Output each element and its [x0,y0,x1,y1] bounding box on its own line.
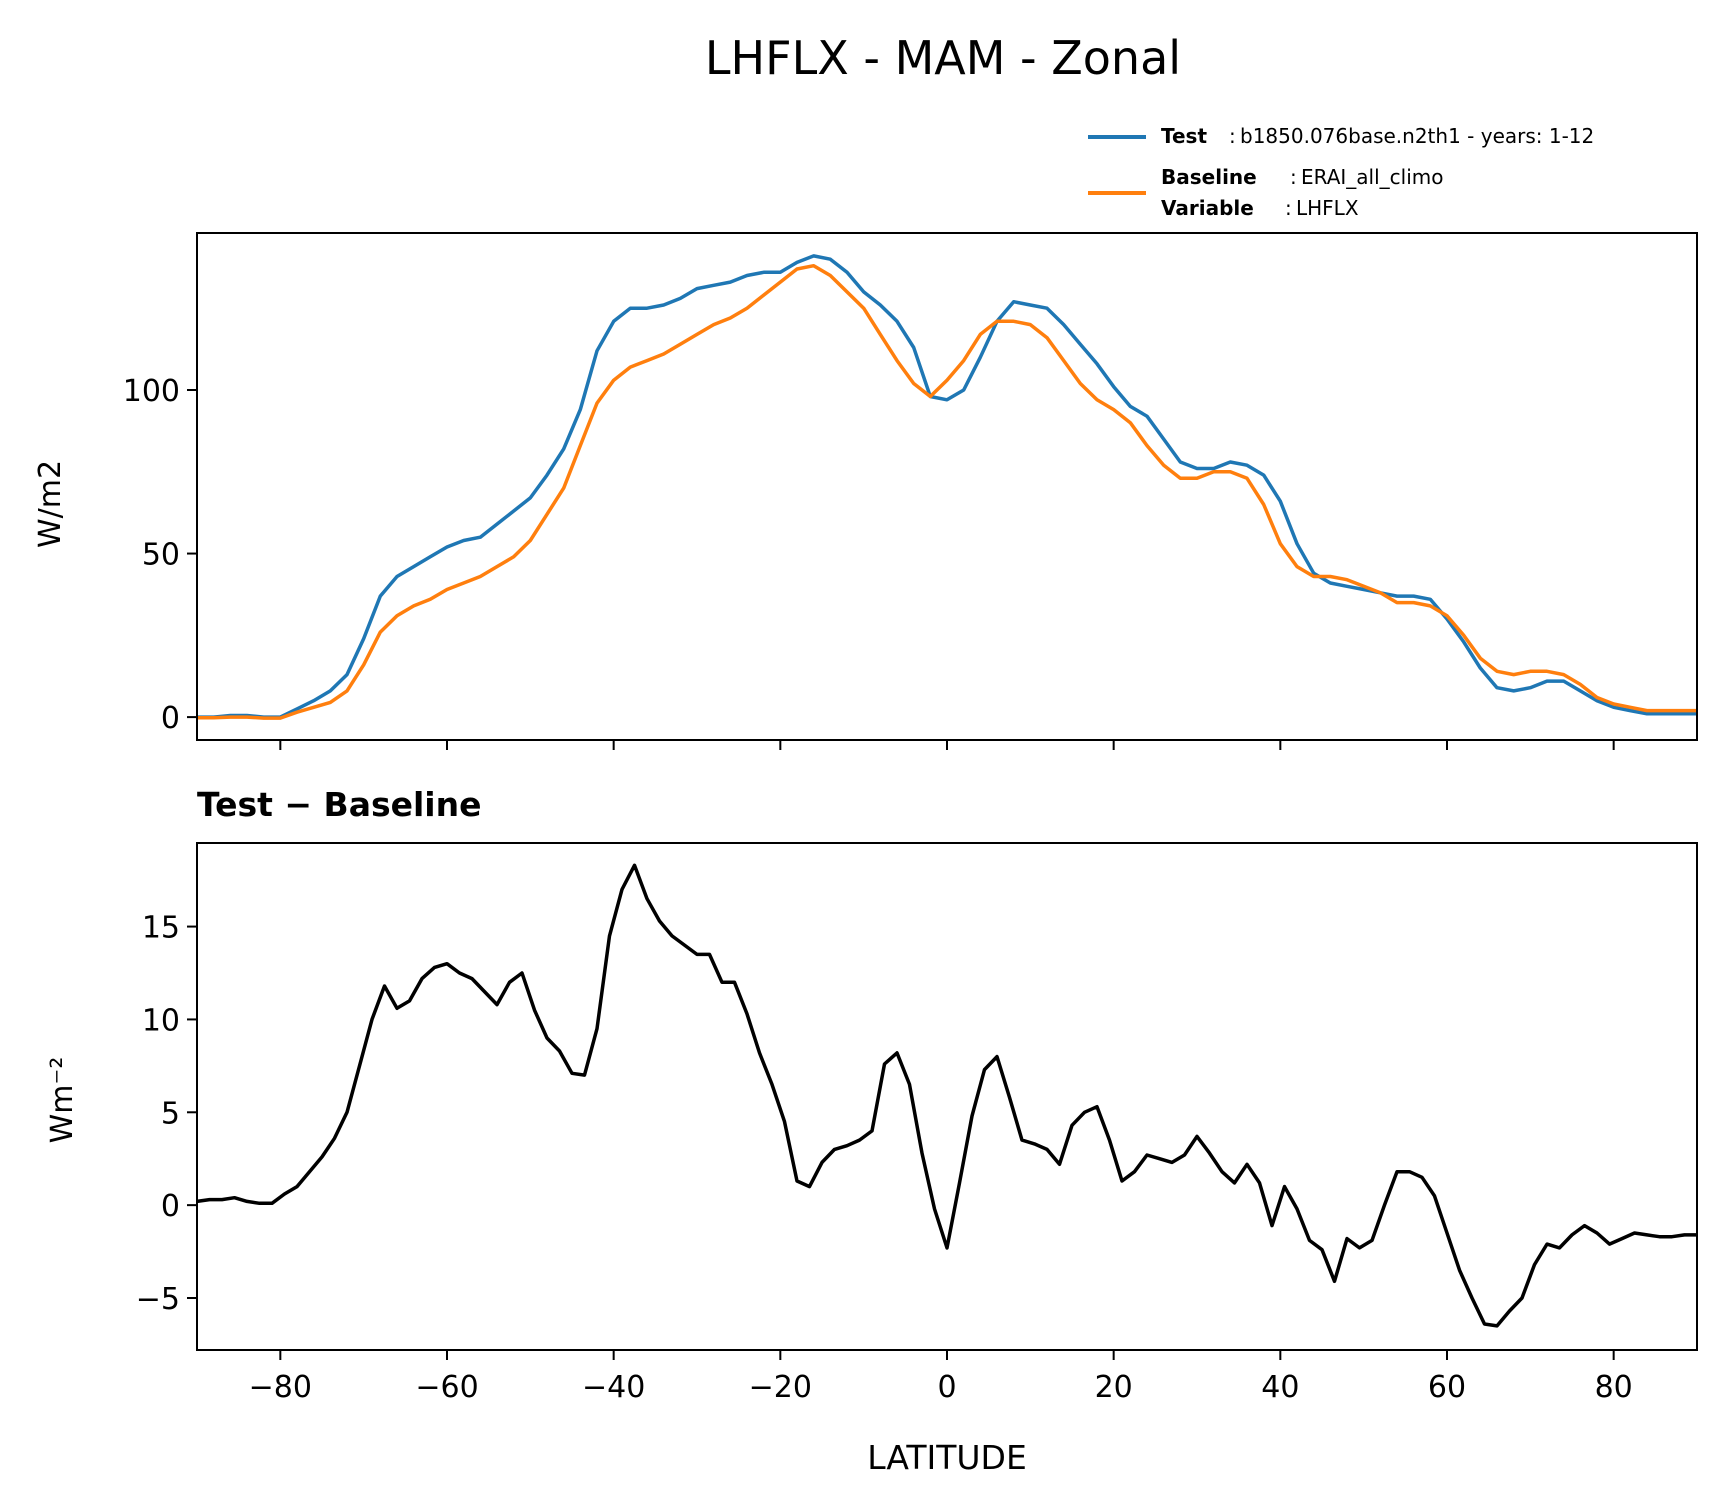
legend-baseline-key: Baseline [1161,165,1257,189]
legend-test-value: b1850.076base.n2th1 - years: 1-12 [1240,124,1594,148]
y-tick-label: 5 [161,1096,180,1131]
legend-baseline-separator: : [1290,165,1297,189]
legend: Test : b1850.076base.n2th1 - years: 1-12… [1088,124,1594,220]
x-tick-label: −60 [415,1370,478,1405]
top-chart-panel: W/m2 0 50 100 [33,232,1698,750]
x-tick-label: 0 [937,1370,956,1405]
x-tick-label: −80 [249,1370,312,1405]
legend-variable-key: Variable [1161,196,1254,220]
series-line-baseline [197,263,1697,720]
y-tick-label: 50 [142,538,180,573]
bottom-y-ticks: −5 0 5 10 15 [136,911,197,1317]
x-tick-label: 20 [1095,1370,1133,1405]
y-tick-label: −5 [136,1282,180,1317]
bottom-subplot-title: Test − Baseline [197,785,482,824]
legend-variable-separator: : [1285,196,1292,220]
x-tick-label: 60 [1428,1370,1466,1405]
legend-baseline-value: ERAI_all_climo [1301,165,1444,189]
bottom-series-group [196,863,1697,1328]
top-x-ticks [279,740,1615,750]
y-tick-label: 0 [161,701,180,736]
x-tick-label: −20 [749,1370,812,1405]
series-line-test [197,254,1697,719]
top-y-ticks: 0 50 100 [123,374,197,736]
bottom-xlabel: LATITUDE [867,1438,1027,1477]
y-tick-label: 0 [161,1189,180,1224]
bottom-ylabel: Wm⁻² [45,1057,80,1144]
bottom-axes-frame [196,842,1698,1351]
x-tick-label: 80 [1595,1370,1633,1405]
top-series-group [197,254,1697,720]
top-axes-frame [196,232,1698,741]
x-tick-label: −40 [582,1370,645,1405]
y-tick-label: 10 [142,1003,180,1038]
figure-title: LHFLX - MAM - Zonal [705,31,1181,85]
top-ylabel: W/m2 [33,460,68,548]
y-tick-label: 15 [142,911,180,946]
legend-test-separator: : [1229,124,1236,148]
y-tick-label: 100 [123,374,180,409]
legend-test-key: Test [1161,124,1207,148]
legend-variable-value: LHFLX [1296,196,1359,220]
x-tick-label: 40 [1261,1370,1299,1405]
series-line-test-baseline [196,863,1697,1328]
bottom-x-ticks: −80 −60 −40 −20 0 20 40 60 80 [249,1350,1633,1405]
